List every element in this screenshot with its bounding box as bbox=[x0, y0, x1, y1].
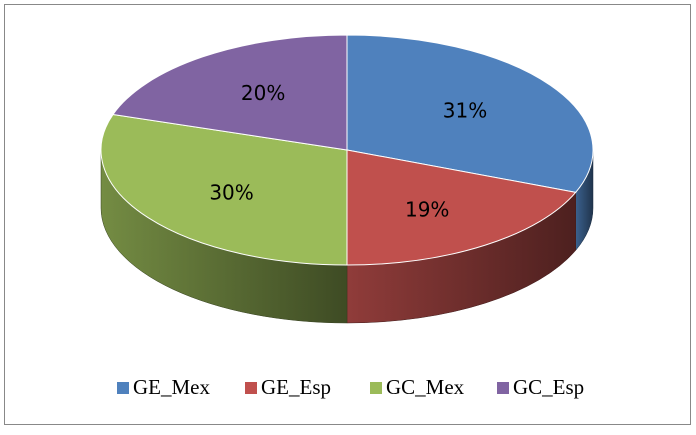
legend: GE_Mex GE_Esp GC_Mex GC_Esp bbox=[117, 375, 584, 399]
legend-label: GC_Mex bbox=[386, 375, 465, 399]
data-label: 31% bbox=[443, 98, 487, 122]
legend-swatch bbox=[245, 382, 257, 394]
legend-swatch bbox=[497, 382, 509, 394]
data-label: 19% bbox=[405, 197, 449, 221]
legend-swatch bbox=[370, 382, 382, 394]
slice bbox=[112, 34, 348, 151]
pie-sides bbox=[100, 149, 594, 324]
slice bbox=[346, 149, 577, 266]
legend-label: GE_Esp bbox=[261, 375, 331, 399]
slice bbox=[346, 34, 594, 193]
data-label: 20% bbox=[241, 81, 285, 105]
slice bbox=[100, 113, 348, 266]
data-label: 30% bbox=[209, 180, 253, 204]
pie-tops bbox=[100, 34, 594, 266]
legend-swatch bbox=[117, 382, 129, 394]
legend-label: GC_Esp bbox=[513, 375, 584, 399]
legend-label: GE_Mex bbox=[133, 375, 210, 399]
pie-labels: 31% 19% 30% 20% bbox=[209, 81, 487, 222]
